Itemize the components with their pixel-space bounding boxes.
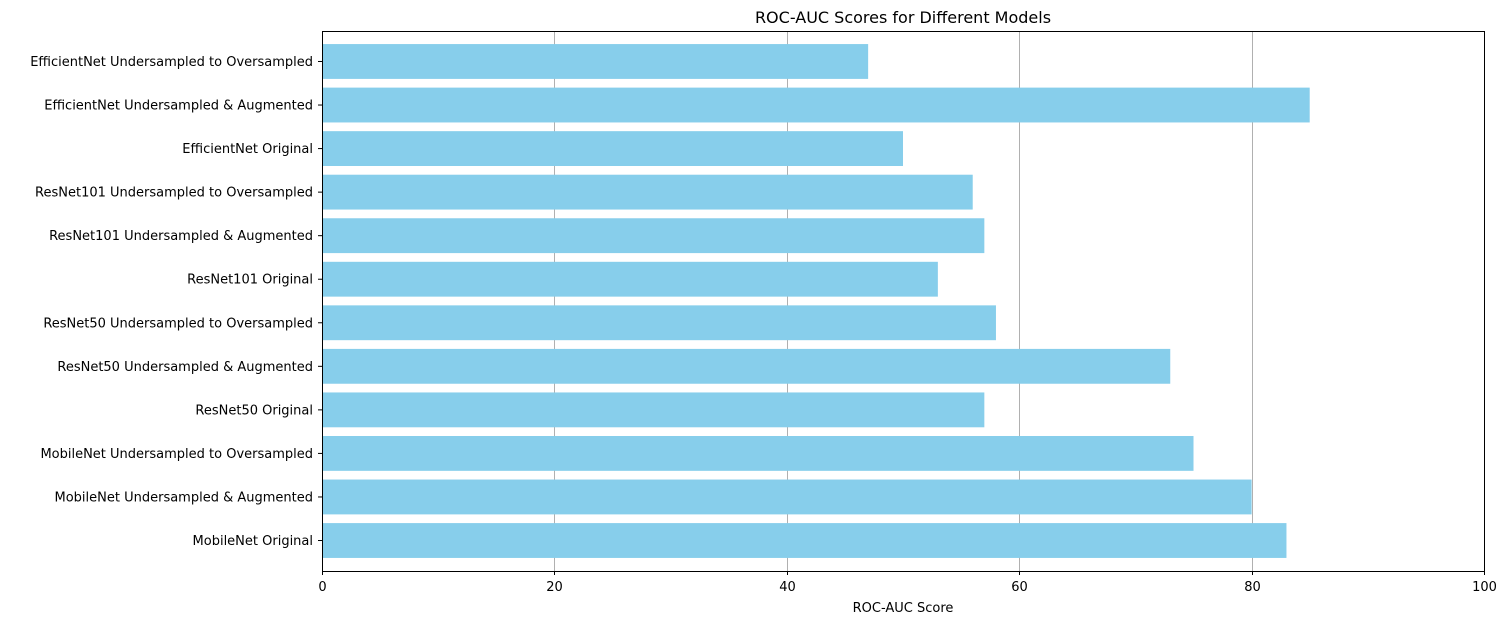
y-tick-label: ResNet50 Original xyxy=(195,403,313,418)
x-tick-label: 0 xyxy=(318,580,326,595)
bar xyxy=(322,131,903,166)
y-tick-label: MobileNet Undersampled & Augmented xyxy=(55,490,314,505)
bar xyxy=(322,87,1310,123)
x-tick-label: 20 xyxy=(546,580,563,595)
y-tick-label: ResNet101 Undersampled to Oversampled xyxy=(35,186,313,201)
bar xyxy=(322,218,985,254)
y-tick-label: MobileNet Original xyxy=(193,534,313,549)
x-axis-ticks: 0 20 40 60 80 100 xyxy=(318,571,1497,595)
bar xyxy=(322,392,985,428)
x-tick-label: 40 xyxy=(779,580,796,595)
x-tick-label: 80 xyxy=(1244,580,1261,595)
y-tick-label: EfficientNet Undersampled & Augmented xyxy=(44,99,313,114)
y-tick-label: ResNet50 Undersampled & Augmented xyxy=(57,360,313,375)
x-tick-label: 100 xyxy=(1472,580,1497,595)
y-tick-label: EfficientNet Undersampled to Oversampled xyxy=(30,55,313,70)
y-tick-label: ResNet101 Original xyxy=(187,273,313,288)
y-axis-ticks: MobileNet Original MobileNet Undersampled… xyxy=(30,55,322,549)
plot-frame xyxy=(322,31,1485,572)
bar xyxy=(322,479,1252,515)
bar xyxy=(322,261,938,297)
bar xyxy=(322,348,1171,384)
bar xyxy=(322,523,1287,558)
bars xyxy=(322,44,1310,558)
bar xyxy=(322,305,996,341)
bar xyxy=(322,436,1194,471)
bar xyxy=(322,44,869,79)
y-tick-label: MobileNet Undersampled to Oversampled xyxy=(40,447,313,462)
y-tick-label: EfficientNet Original xyxy=(182,142,313,157)
chart-title: ROC-AUC Scores for Different Models xyxy=(755,8,1051,27)
x-axis-label: ROC-AUC Score xyxy=(853,601,954,616)
y-tick-label: ResNet50 Undersampled to Oversampled xyxy=(43,316,313,331)
bar xyxy=(322,174,973,210)
x-tick-label: 60 xyxy=(1011,580,1028,595)
y-tick-label: ResNet101 Undersampled & Augmented xyxy=(49,229,313,244)
